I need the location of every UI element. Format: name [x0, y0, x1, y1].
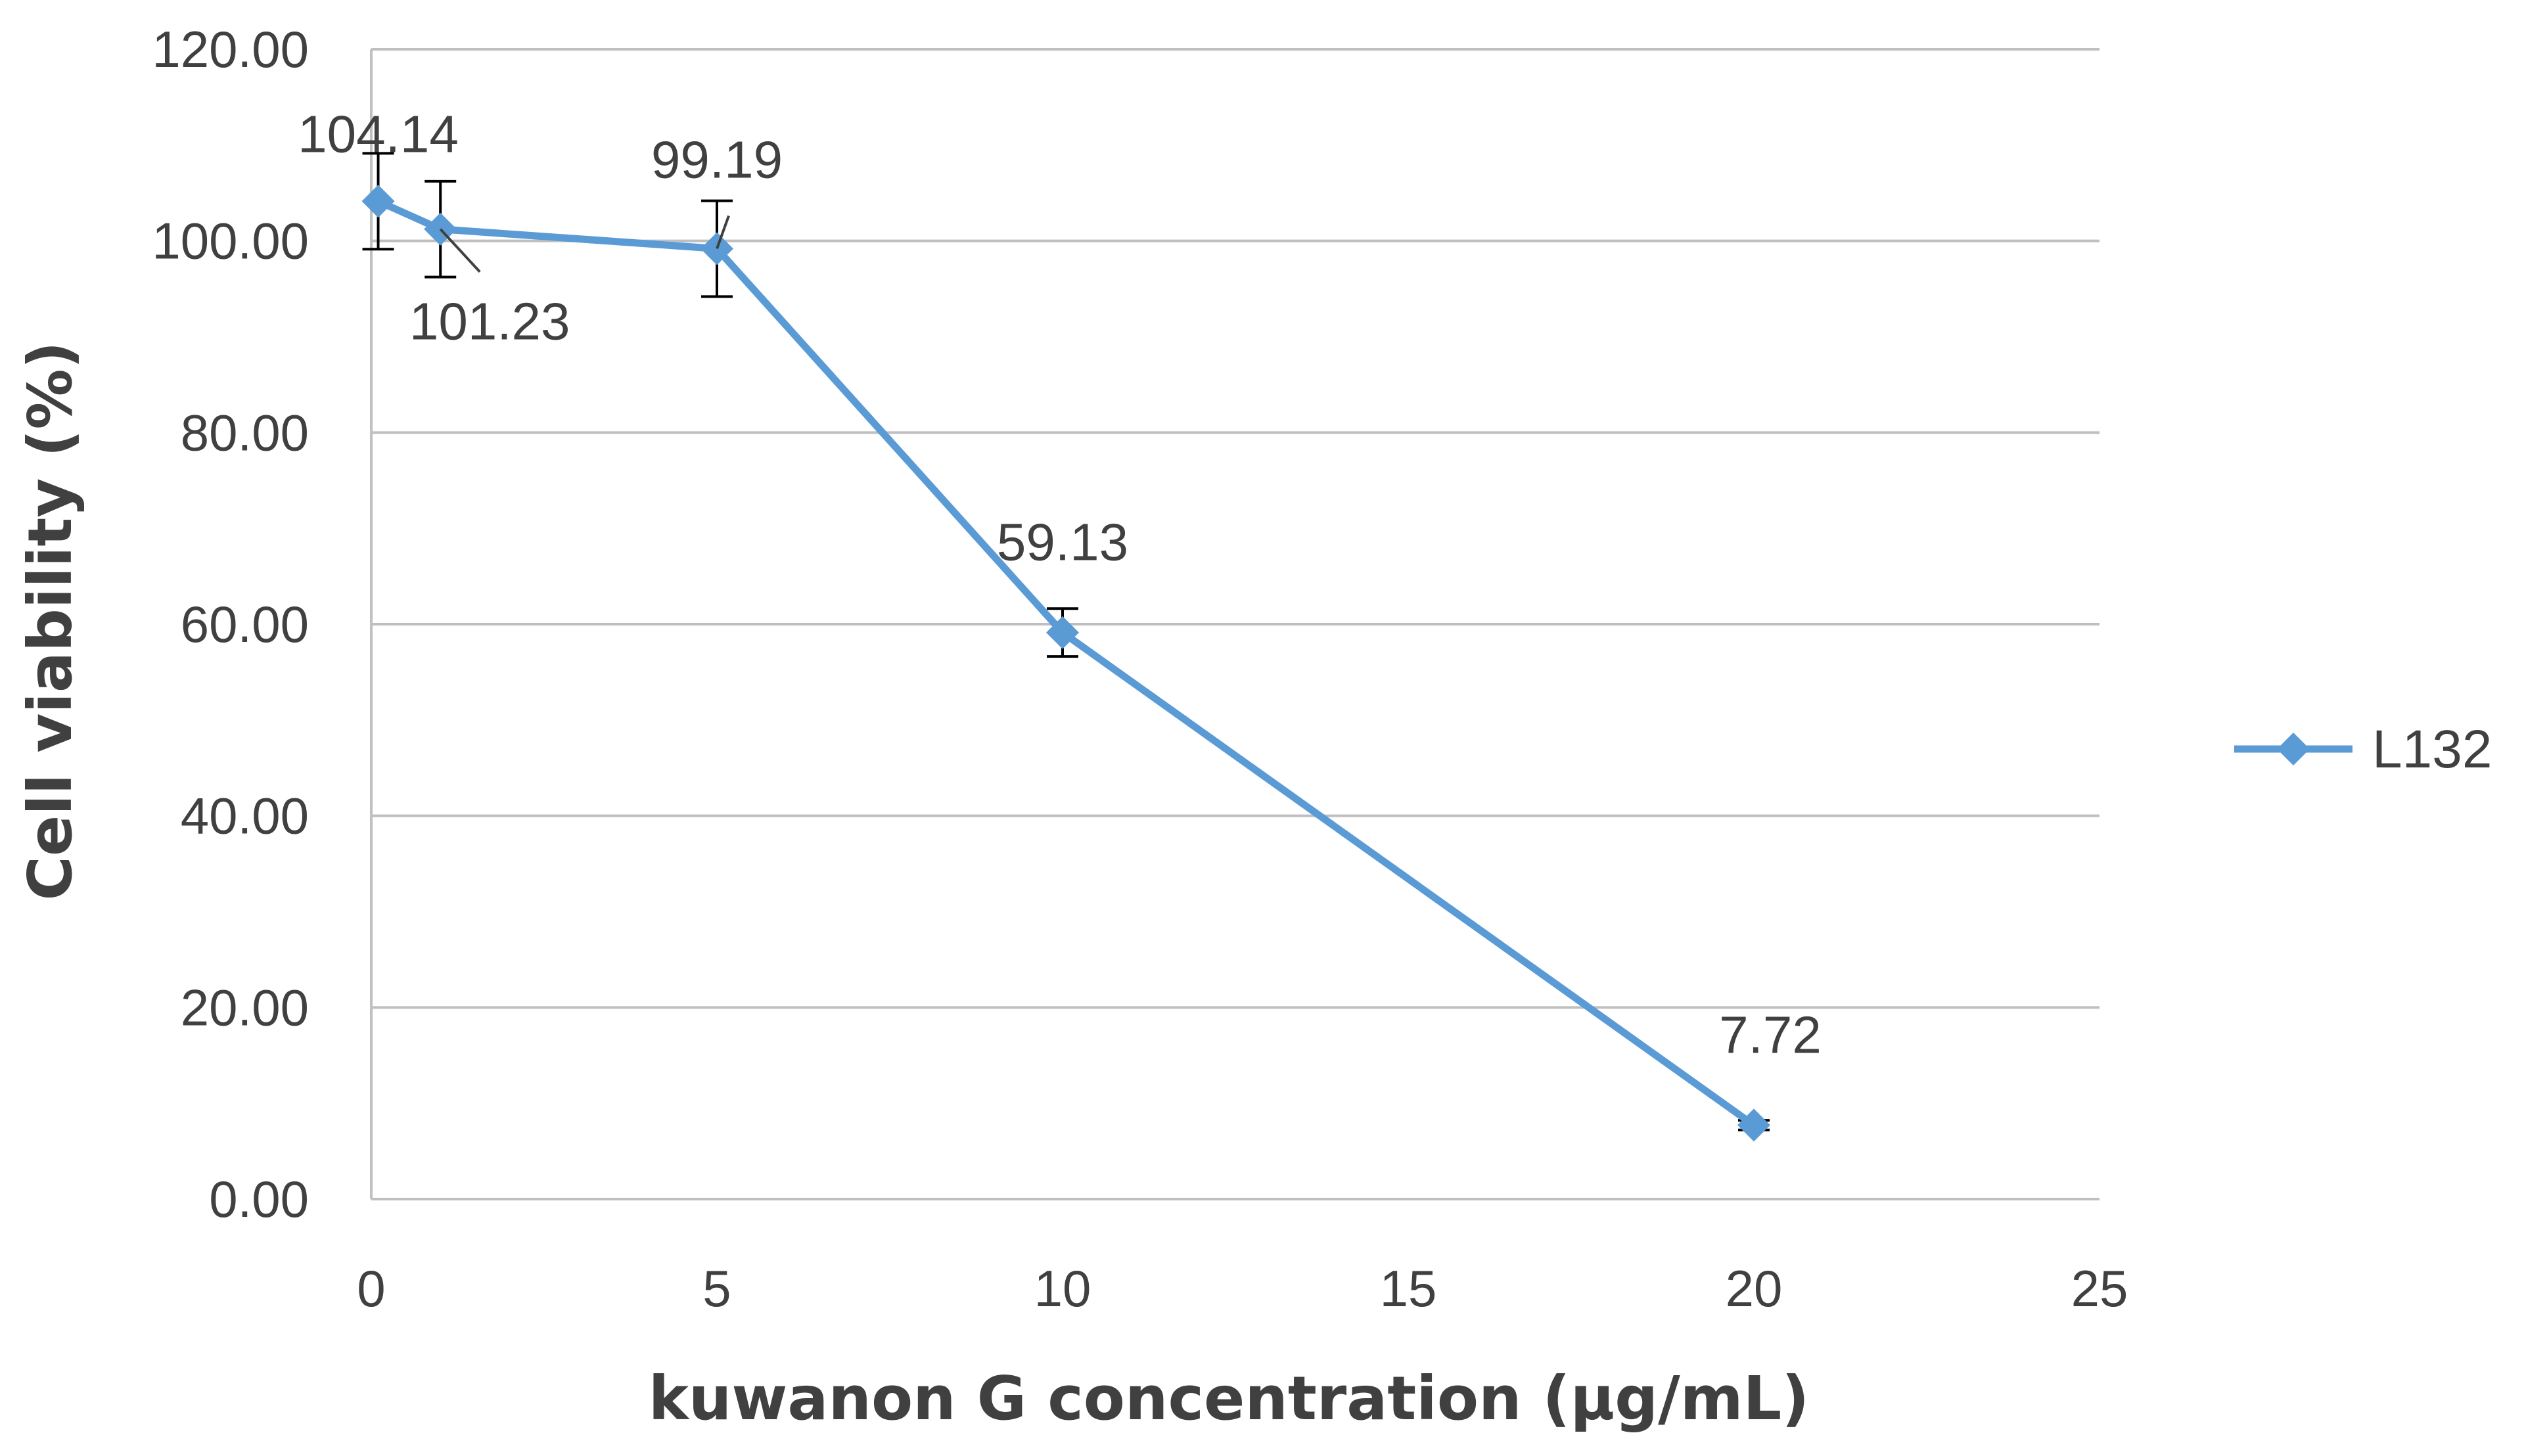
series-line-l132 [377, 198, 1756, 1128]
y-axis-title: Cell viability (%) [15, 341, 85, 900]
x-tick-label: 25 [2071, 1260, 2128, 1317]
y-tick-label: 0.00 [209, 1170, 309, 1228]
legend: L132 [2234, 719, 2492, 779]
legend-marker-l132 [2277, 733, 2310, 765]
x-axis-title: kuwanon G concentration (µg/mL) [649, 1363, 1810, 1434]
data-label: 99.19 [651, 130, 783, 189]
y-tick-label: 120.00 [152, 20, 309, 78]
y-tick-label: 60.00 [181, 595, 309, 653]
label-leader-lines [439, 215, 730, 273]
y-tick-label: 80.00 [181, 403, 309, 461]
y-tick-label: 100.00 [152, 212, 309, 270]
x-tick-label: 5 [702, 1260, 731, 1317]
data-label: 101.23 [409, 292, 570, 351]
data-labels: 104.14 101.23 99.19 59.13 7.72 [298, 104, 1822, 1064]
x-tick-label: 10 [1034, 1260, 1091, 1317]
y-tick-label: 20.00 [181, 978, 309, 1036]
data-point [1046, 616, 1079, 649]
y-tick-label: 40.00 [181, 787, 309, 845]
data-label: 104.14 [298, 104, 459, 163]
y-tick-labels: 0.00 20.00 40.00 60.00 80.00 100.00 120.00 [152, 20, 309, 1228]
x-tick-labels: 0 5 10 15 20 25 [357, 1260, 2128, 1317]
legend-label-l132: L132 [2372, 719, 2492, 779]
leader-line [716, 215, 730, 250]
data-label: 59.13 [997, 513, 1128, 572]
data-point [1737, 1108, 1770, 1142]
leader-line [439, 228, 481, 273]
grid-lines [371, 48, 2100, 1200]
x-tick-label: 15 [1380, 1260, 1437, 1317]
x-tick-label: 20 [1726, 1260, 1783, 1317]
x-tick-label: 0 [357, 1260, 385, 1317]
series-markers [361, 185, 1770, 1142]
data-label: 7.72 [1719, 1005, 1822, 1064]
data-point [361, 185, 395, 218]
